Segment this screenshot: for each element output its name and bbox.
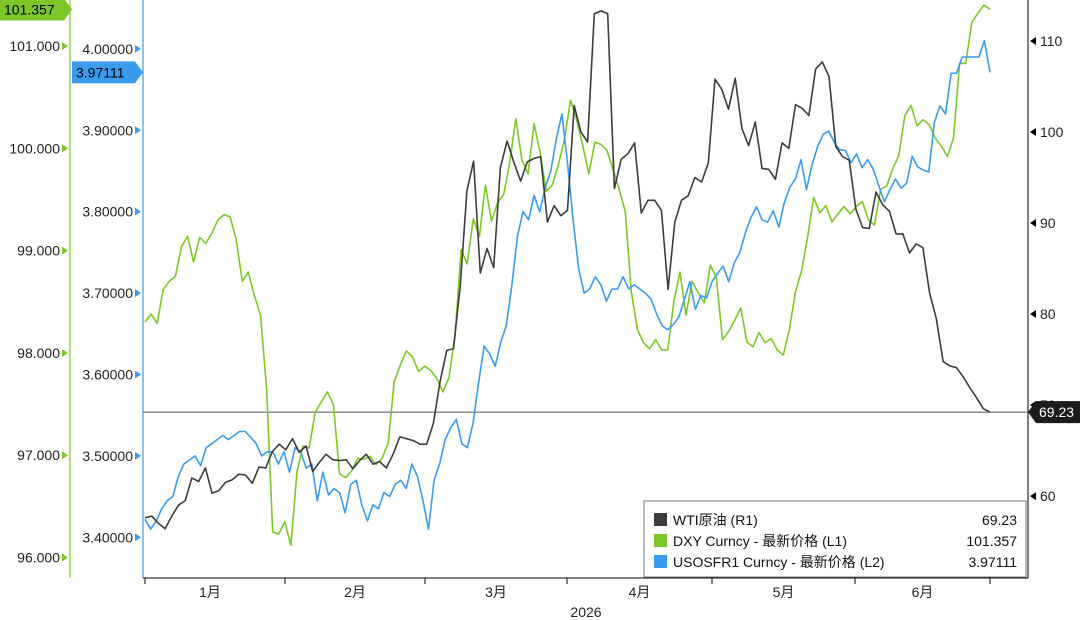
x-year-label: 2026: [570, 604, 601, 620]
l1-tick-label: 96.000: [17, 550, 60, 566]
legend-swatch: [654, 513, 667, 526]
l2-tick-marker: [135, 44, 141, 53]
x-month-label: 2月: [344, 584, 366, 600]
l2-tick-label: 3.40000: [82, 529, 133, 545]
r1-tick-marker: [1030, 492, 1036, 501]
x-month-label: 5月: [773, 584, 795, 600]
legend-entry-name: WTI原油 (R1): [673, 512, 758, 528]
left-axis-l2-usosfr1: 3.40000 3.50000 3.60000 3.70000 3.80000 3.900…: [82, 41, 141, 545]
x-month-label: 3月: [485, 584, 507, 600]
legend-entry-name: DXY Curncy - 最新价格 (L1): [673, 533, 847, 549]
l1-tick-marker: [62, 348, 68, 357]
legend: WTI原油 (R1) 69.23 DXY Curncy - 最新价格 (L1) 101…: [643, 500, 1027, 578]
r1-tick-marker: [1030, 127, 1036, 136]
right-axis-r1-wti: 60708090100110: [1030, 33, 1064, 504]
r1-tick-label: 110: [1040, 33, 1063, 49]
l2-tick-label: 3.60000: [82, 366, 133, 382]
l2-tick-label: 4.00000: [82, 41, 133, 57]
r1-last-value-text: 69.23: [1039, 404, 1074, 420]
r1-last-value-badge: [1028, 401, 1080, 424]
l2-tick-label: 3.70000: [82, 285, 133, 301]
series-usosfr1-line: [144, 39, 991, 531]
l1-tick-marker: [62, 246, 68, 255]
r1-tick-label: 80: [1040, 306, 1056, 322]
series-layer: [144, 4, 991, 547]
r1-tick-marker: [1030, 310, 1036, 319]
l2-last-value-text: 3.97111: [76, 64, 125, 80]
x-axis-months: 1月 2月 3月 4月 5月 6月 2026: [144, 578, 991, 620]
x-month-label: 4月: [629, 584, 651, 600]
series-wti-line: [144, 10, 991, 530]
l1-tick-label: 97.000: [17, 447, 60, 463]
l1-tick-marker: [62, 451, 68, 460]
x-month-label: 1月: [199, 584, 221, 600]
legend-swatch: [654, 555, 667, 568]
l1-last-value-text: 101.357: [4, 2, 55, 18]
l1-tick-label: 98.000: [17, 345, 60, 361]
l1-last-value-badge: [0, 0, 72, 21]
left-axis-l1-dxy: 96.000 97.000 98.000 99.000 100.000 101.000: [9, 38, 68, 566]
legend-entry-value: 101.357: [966, 533, 1017, 549]
l2-tick-marker: [135, 370, 141, 379]
l2-tick-marker: [135, 126, 141, 135]
l1-tick-label: 100.000: [9, 140, 60, 156]
x-month-label: 6月: [912, 584, 934, 600]
r1-tick-label: 60: [1040, 488, 1056, 504]
l2-tick-label: 3.90000: [82, 122, 133, 138]
plot-area: [69, 0, 1029, 579]
l2-tick-marker: [135, 451, 141, 460]
r1-tick-marker: [1030, 219, 1036, 228]
l2-last-value-badge: [72, 61, 143, 84]
legend-entry-value: 69.23: [982, 512, 1017, 528]
l2-tick-marker: [135, 533, 141, 542]
r1-tick-marker: [1030, 36, 1036, 45]
last-value-badges: 101.357 3.97111 69.23: [0, 0, 1080, 424]
l1-tick-label: 99.000: [17, 243, 60, 259]
legend-swatch: [654, 534, 667, 547]
legend-entry-value: 3.97111: [968, 554, 1017, 570]
l2-tick-label: 3.80000: [82, 204, 133, 220]
series-dxy-line: [144, 4, 991, 547]
l1-tick-marker: [62, 42, 68, 51]
r1-tick-label: 100: [1040, 124, 1064, 140]
l1-tick-marker: [62, 553, 68, 562]
l2-tick-marker: [135, 289, 141, 298]
l1-tick-marker: [62, 144, 68, 153]
legend-box: [643, 500, 1027, 578]
l1-tick-label: 101.000: [9, 38, 60, 54]
legend-entry-name: USOSFR1 Curncy - 最新价格 (L2): [673, 554, 885, 570]
l2-tick-marker: [135, 207, 141, 216]
l2-tick-label: 3.50000: [82, 448, 133, 464]
r1-tick-label: 90: [1040, 215, 1056, 231]
